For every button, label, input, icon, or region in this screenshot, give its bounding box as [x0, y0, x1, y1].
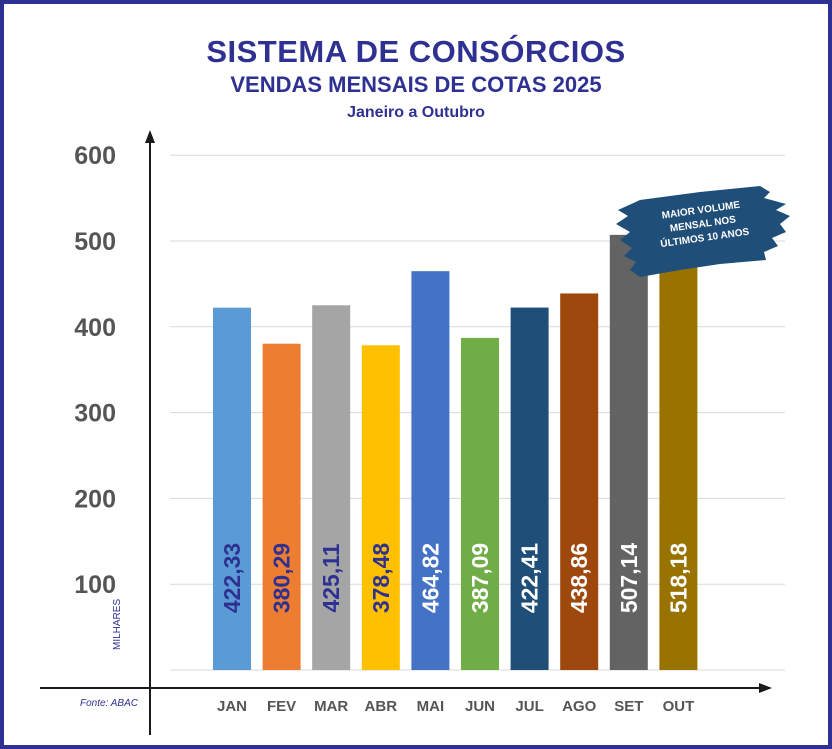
x-tick-label-jan: JAN — [217, 698, 247, 715]
y-tick-label: 400 — [74, 314, 116, 342]
bar-jan — [213, 307, 251, 670]
axes — [40, 130, 772, 735]
y-axis-arrow — [145, 130, 155, 143]
source-note: Fonte: ABAC — [80, 698, 138, 709]
value-label-jan: 422,33 — [219, 543, 245, 613]
x-tick-label-out: OUT — [663, 698, 695, 715]
bar-fev — [262, 343, 301, 670]
value-label-jul: 422,41 — [517, 543, 543, 614]
y-axis-ticks: 100 200 300 400 500 600 — [74, 142, 116, 599]
badge-brush-shape — [616, 186, 790, 277]
chart-title: SISTEMA DE CONSÓRCIOS — [206, 34, 626, 69]
chart-period: Janeiro a Outubro — [347, 104, 485, 121]
x-tick-label-mar: MAR — [314, 698, 348, 715]
bar-abr — [361, 345, 400, 670]
value-label-mai: 464,82 — [417, 543, 443, 613]
y-tick-label: 600 — [74, 142, 116, 170]
x-tick-label-set: SET — [614, 698, 643, 715]
value-label-mar: 425,11 — [318, 543, 344, 612]
y-tick-label: 500 — [74, 228, 116, 256]
chart-subtitle: VENDAS MENSAIS DE COTAS 2025 — [230, 72, 602, 97]
value-labels: 422,33 380,29 425,11 378,48 464,82 387,09 422,… — [219, 543, 691, 614]
bar-jul — [510, 307, 549, 670]
x-tick-label-jun: JUN — [465, 698, 495, 715]
x-tick-label-abr: ABR — [365, 698, 398, 715]
unit-label: MILHARES — [112, 598, 123, 650]
bars — [213, 225, 698, 671]
bar-mai — [411, 271, 450, 670]
x-axis-ticks: JAN FEV MAR ABR MAI JUN JUL AGO SET OUT — [217, 698, 694, 715]
x-tick-label-jul: JUL — [515, 698, 543, 715]
y-tick-label: 100 — [74, 571, 116, 599]
highlight-badge — [616, 186, 790, 277]
bar-out — [659, 225, 698, 671]
x-tick-label-ago: AGO — [562, 698, 597, 715]
value-label-jun: 387,09 — [467, 543, 493, 613]
bar-jun — [461, 337, 499, 670]
value-label-fev: 380,29 — [269, 543, 295, 613]
bar-set — [609, 234, 648, 670]
bar-ago — [560, 293, 599, 670]
bar-mar — [312, 305, 351, 670]
y-tick-label: 300 — [74, 400, 116, 428]
value-label-abr: 378,48 — [368, 543, 394, 614]
y-tick-label: 200 — [74, 485, 116, 513]
value-label-ago: 438,86 — [566, 543, 592, 613]
x-tick-label-mai: MAI — [417, 698, 445, 715]
value-label-set: 507,14 — [616, 543, 642, 614]
x-tick-label-fev: FEV — [267, 698, 296, 715]
x-axis-arrow — [759, 683, 772, 693]
value-label-out: 518,18 — [665, 543, 691, 614]
